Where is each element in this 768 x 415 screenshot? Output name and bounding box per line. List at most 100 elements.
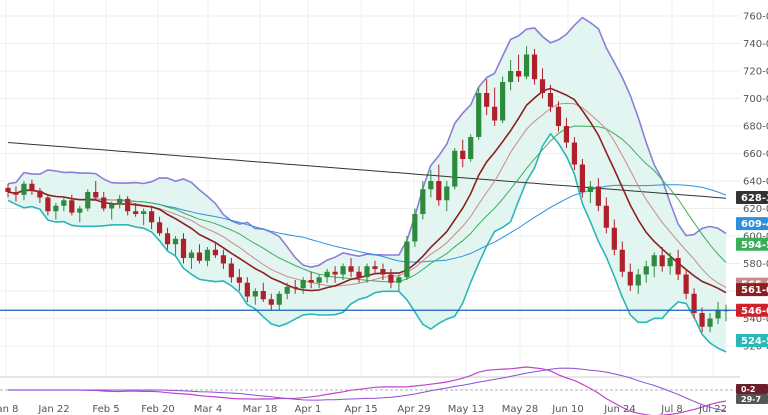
candle xyxy=(531,49,538,85)
candle-body xyxy=(340,266,346,275)
candle xyxy=(571,137,578,170)
price-tag-band-lower-text: 524-5 xyxy=(741,336,768,347)
candles xyxy=(5,46,729,333)
candle xyxy=(587,181,593,203)
candle-body xyxy=(109,204,115,209)
candle-body xyxy=(69,200,75,213)
candle-body xyxy=(364,266,370,278)
price-tag-last-text: 546-0 xyxy=(741,306,768,317)
indicator-tag-top-text: 0-2 xyxy=(741,385,755,394)
candle xyxy=(627,263,633,291)
candle xyxy=(133,203,139,217)
candle-body xyxy=(715,310,721,319)
y-tick-label: 620-0 xyxy=(743,204,768,215)
candle-body xyxy=(53,205,59,212)
candle xyxy=(595,178,601,212)
candle xyxy=(444,181,450,212)
candle xyxy=(404,236,410,280)
candle xyxy=(244,277,250,302)
candle xyxy=(148,205,155,230)
candle-body xyxy=(691,293,697,313)
candle-body xyxy=(619,249,625,272)
candle xyxy=(675,249,681,280)
candle xyxy=(707,313,713,333)
candle-body xyxy=(396,277,402,283)
candle-body xyxy=(404,241,410,278)
candle-body xyxy=(675,258,681,275)
candle-body xyxy=(300,280,306,289)
candle-body xyxy=(659,255,665,267)
candle-body xyxy=(61,200,67,206)
x-tick-label: Apr 1 xyxy=(295,404,322,415)
candle-body xyxy=(508,71,514,82)
x-tick-label: Mar 18 xyxy=(243,404,278,415)
candle-body xyxy=(148,211,155,223)
candle xyxy=(428,170,434,198)
candle-body xyxy=(332,271,338,275)
price-tag-ma100: 609-4 xyxy=(736,217,768,231)
candle xyxy=(547,84,554,113)
candle-body xyxy=(276,293,282,305)
x-tick-label: Feb 20 xyxy=(141,404,175,415)
candle xyxy=(180,233,187,264)
candle xyxy=(69,194,75,216)
candle-body xyxy=(212,249,219,256)
candle-body xyxy=(468,137,474,159)
ma200-line xyxy=(7,142,727,199)
candle xyxy=(252,288,258,305)
candle-body xyxy=(156,222,163,234)
candle-body xyxy=(308,280,314,283)
candle-body xyxy=(492,106,498,121)
candle-body xyxy=(356,271,362,278)
candle-body xyxy=(37,190,43,198)
candle-body xyxy=(531,54,538,80)
candle-body xyxy=(244,282,250,297)
candle-body xyxy=(228,263,234,278)
candle xyxy=(85,189,91,212)
candle-body xyxy=(125,198,131,212)
candle-body xyxy=(220,255,226,264)
candle xyxy=(412,208,418,247)
candle-body xyxy=(579,164,586,192)
candle xyxy=(45,194,51,216)
candle xyxy=(388,269,394,289)
candle xyxy=(515,54,522,82)
candle xyxy=(699,307,705,333)
candle xyxy=(276,291,282,311)
price-tag-ma100-text: 609-4 xyxy=(741,219,768,230)
candle-body xyxy=(5,187,11,192)
candle-body xyxy=(563,126,570,143)
candle xyxy=(236,269,242,291)
candle-body xyxy=(164,233,171,245)
candle xyxy=(356,266,362,283)
candle-body xyxy=(21,183,27,195)
x-tick-label: Apr 15 xyxy=(344,404,377,415)
candle-body xyxy=(587,186,593,192)
candle-body xyxy=(428,181,434,190)
candle xyxy=(125,196,131,216)
candle xyxy=(212,241,219,258)
candle-body xyxy=(452,150,458,187)
y-tick-label: 700-0 xyxy=(743,94,768,105)
candle-body xyxy=(699,313,705,327)
price-tag-ma200-text: 628-3 xyxy=(741,193,768,204)
candle xyxy=(268,293,274,311)
candle xyxy=(500,76,506,124)
candle-body xyxy=(101,197,107,209)
candle xyxy=(691,288,697,319)
y-tick-label: 760-0 xyxy=(743,12,768,23)
price-tag-ma50-text: 594-5 xyxy=(741,240,768,251)
candle xyxy=(523,46,530,80)
candle xyxy=(109,201,115,220)
candle-body xyxy=(188,252,195,258)
indicator-line-primary xyxy=(8,366,727,415)
candle xyxy=(651,252,657,278)
candle-body xyxy=(93,192,99,198)
candle-body xyxy=(523,54,530,77)
candle-body xyxy=(260,291,266,300)
price-tag-ma50: 594-5 xyxy=(736,237,768,251)
candle xyxy=(29,179,35,195)
candle xyxy=(340,263,346,280)
x-axis: Jan 8 Jan 22 Feb 5 Feb 20 Mar 4 Mar 18 Apr 1 Ap… xyxy=(0,404,727,415)
